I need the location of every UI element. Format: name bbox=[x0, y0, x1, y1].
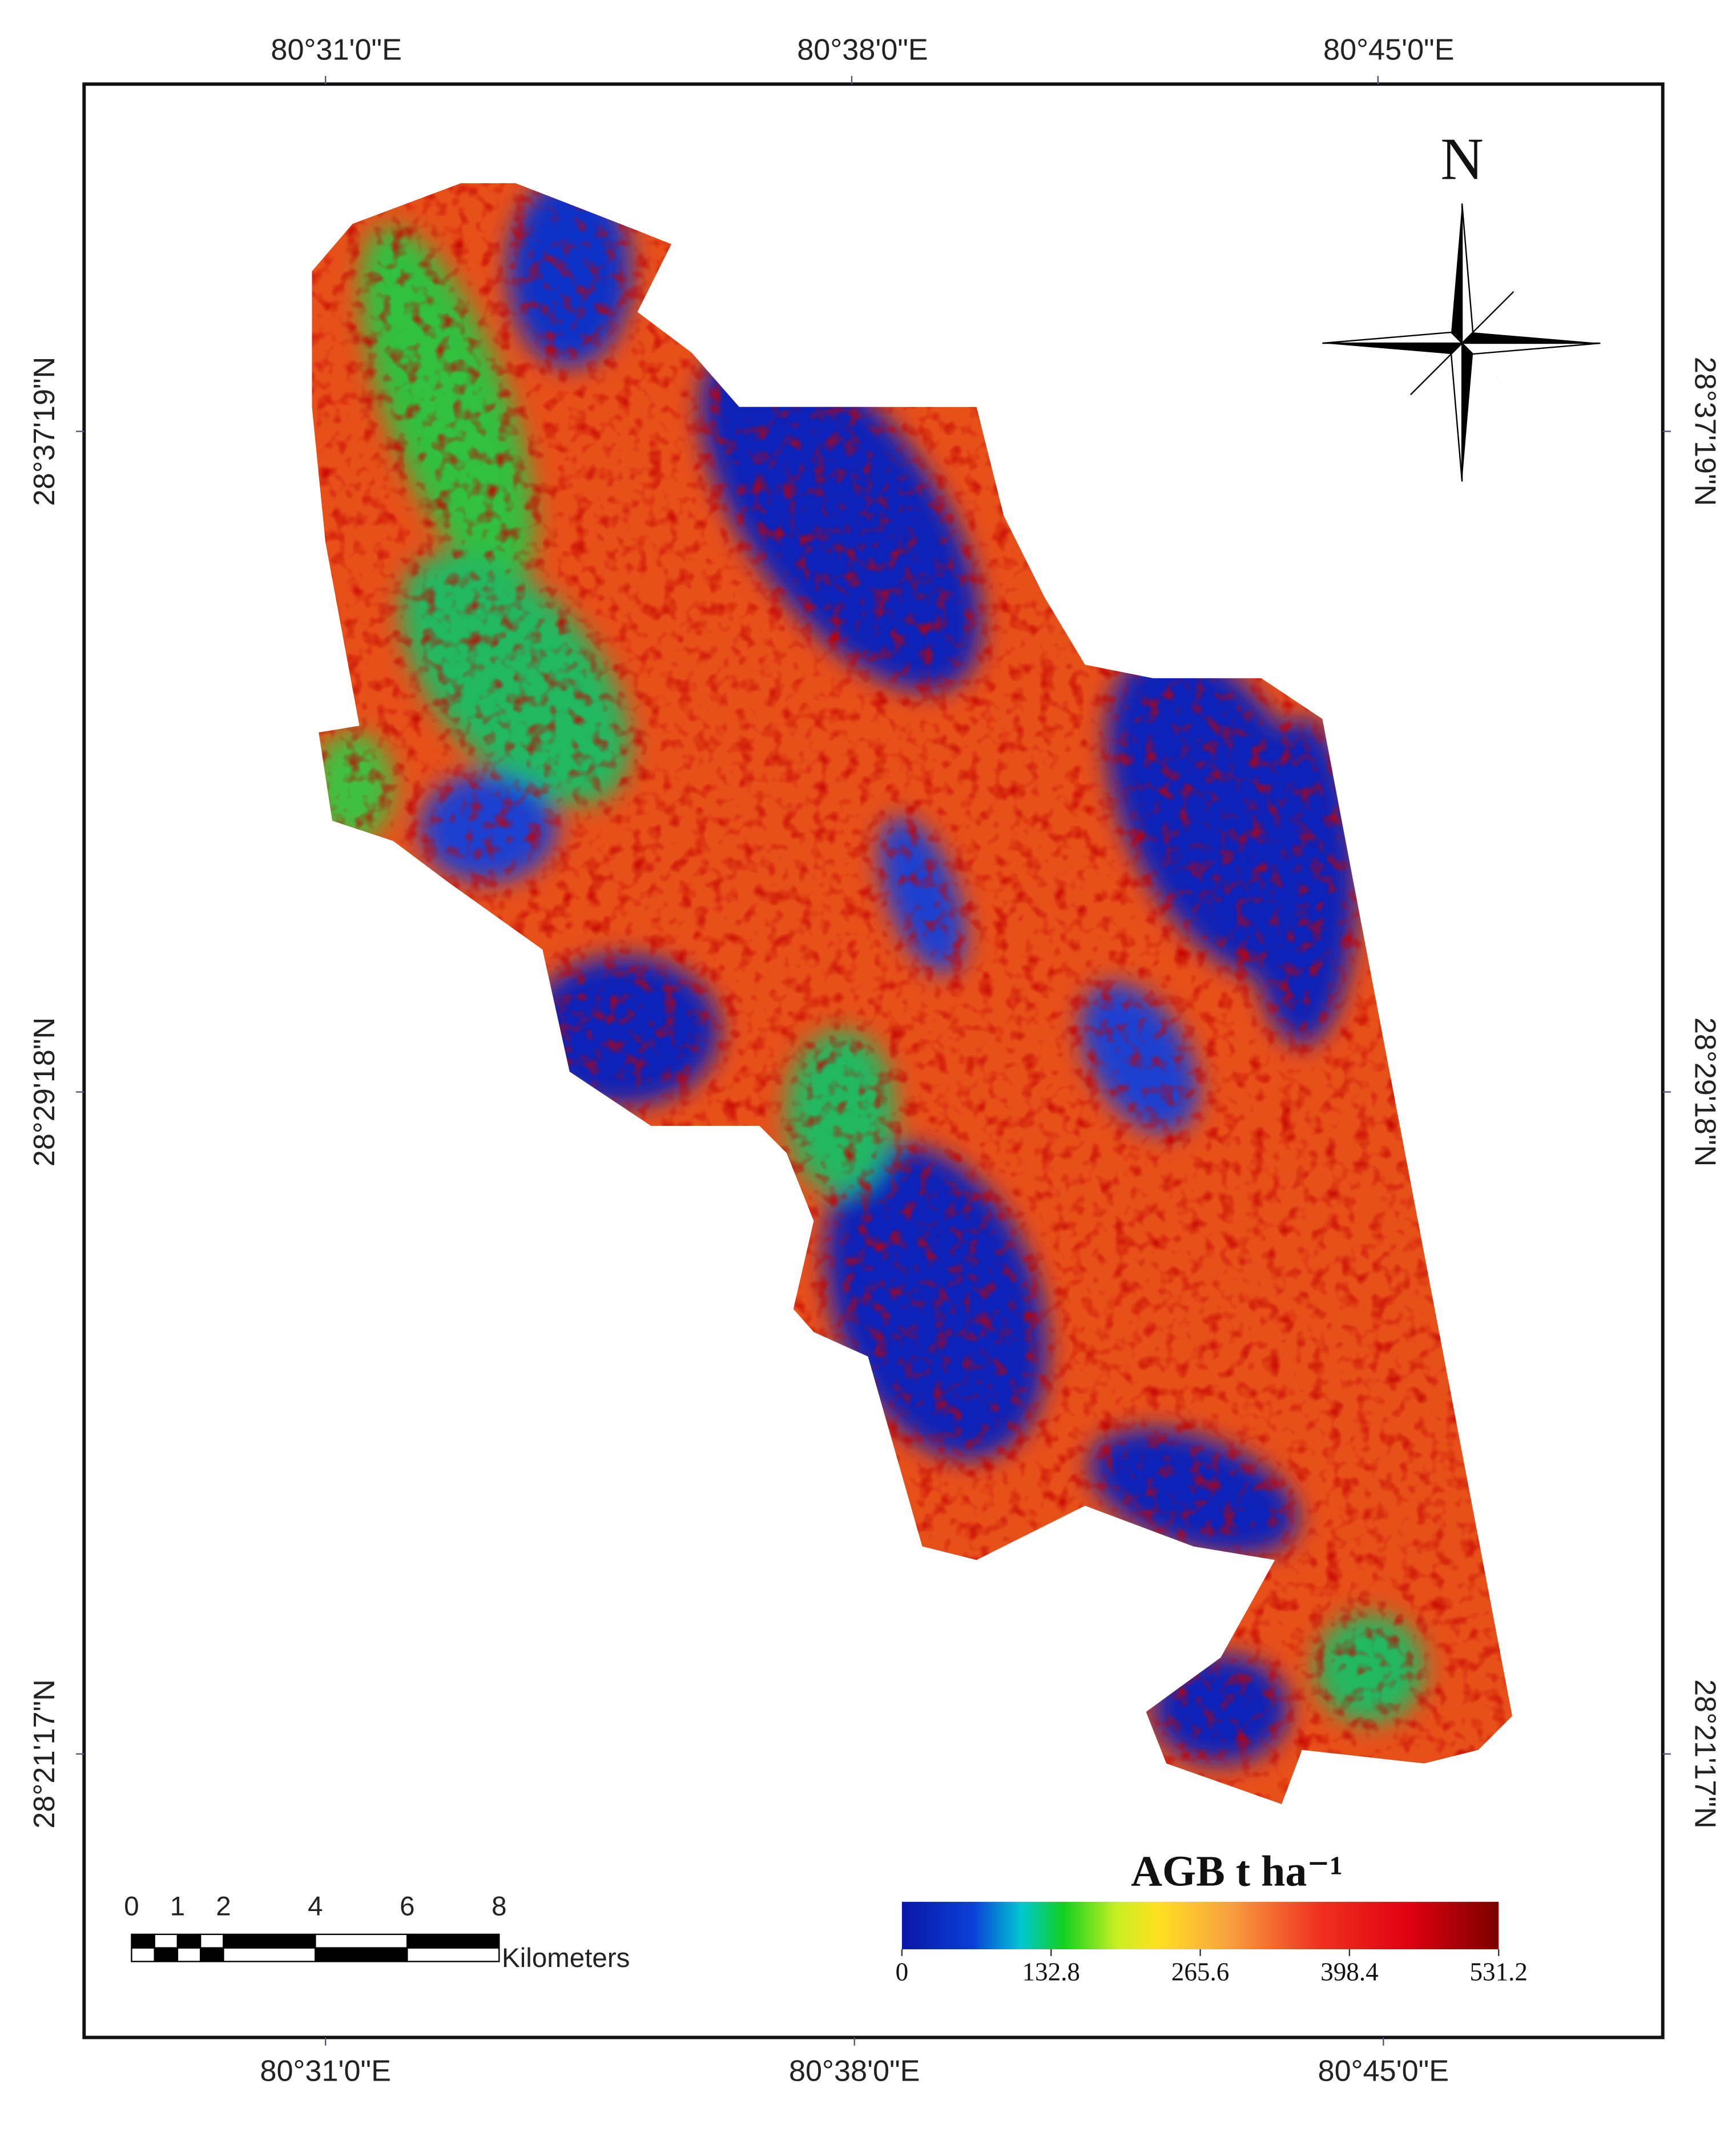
scale-segment bbox=[199, 1947, 224, 1962]
color-bar-label: 398.4 bbox=[1320, 1958, 1379, 1986]
scale-label: 4 bbox=[308, 1892, 323, 1922]
latitude-label-left: 28°37'19"N bbox=[28, 357, 61, 506]
north-label: N bbox=[1440, 126, 1483, 192]
longitude-label-bottom: 80°45'0"E bbox=[1318, 2054, 1449, 2087]
scale-label: 2 bbox=[216, 1892, 231, 1922]
scale-label: 6 bbox=[400, 1892, 414, 1922]
north-arrow: N bbox=[1322, 126, 1601, 482]
color-bar bbox=[901, 1901, 1499, 1949]
longitude-label-top: 80°38'0"E bbox=[797, 34, 928, 67]
scale-label: 8 bbox=[492, 1892, 506, 1922]
scale-segment bbox=[315, 1933, 408, 1949]
latitude-label-left: 28°29'18"N bbox=[28, 1017, 61, 1167]
longitude-label-top: 80°45'0"E bbox=[1323, 34, 1455, 67]
latitude-label-left: 28°21'17"N bbox=[28, 1679, 61, 1829]
scale-segment bbox=[223, 1933, 316, 1949]
scale-label: 1 bbox=[170, 1892, 185, 1922]
scale-segment bbox=[315, 1947, 408, 1962]
scale-segment bbox=[406, 1933, 500, 1949]
scale-segment bbox=[131, 1947, 155, 1962]
scale-segment bbox=[154, 1947, 179, 1962]
color-bar-label: 0 bbox=[896, 1958, 909, 1986]
longitude-label-bottom: 80°31'0"E bbox=[260, 2054, 391, 2087]
longitude-label-top: 80°31'0"E bbox=[271, 34, 402, 67]
scale-segment bbox=[154, 1933, 179, 1949]
color-bar-label: 531.2 bbox=[1469, 1958, 1528, 1986]
scale-segment bbox=[131, 1933, 155, 1949]
scale-segment bbox=[176, 1933, 202, 1949]
latitude-label-right: 28°21'17"N bbox=[1689, 1679, 1722, 1829]
scale-segment bbox=[406, 1947, 500, 1962]
scale-segment bbox=[176, 1947, 202, 1962]
scale-label: 0 bbox=[124, 1892, 139, 1922]
longitude-label-bottom: 80°38'0"E bbox=[789, 2054, 920, 2087]
scale-segment bbox=[199, 1933, 224, 1949]
map-frame bbox=[82, 82, 1665, 2040]
latitude-label-right: 28°29'18"N bbox=[1689, 1017, 1722, 1167]
latitude-label-right: 28°37'19"N bbox=[1689, 357, 1722, 506]
legend-title: AGB t ha⁻¹ bbox=[1131, 1847, 1343, 1895]
color-bar-label: 265.6 bbox=[1171, 1958, 1230, 1986]
color-bar-label: 132.8 bbox=[1022, 1958, 1080, 1986]
scale-unit: Kilometers bbox=[502, 1943, 630, 1973]
scale-segment bbox=[223, 1947, 316, 1962]
